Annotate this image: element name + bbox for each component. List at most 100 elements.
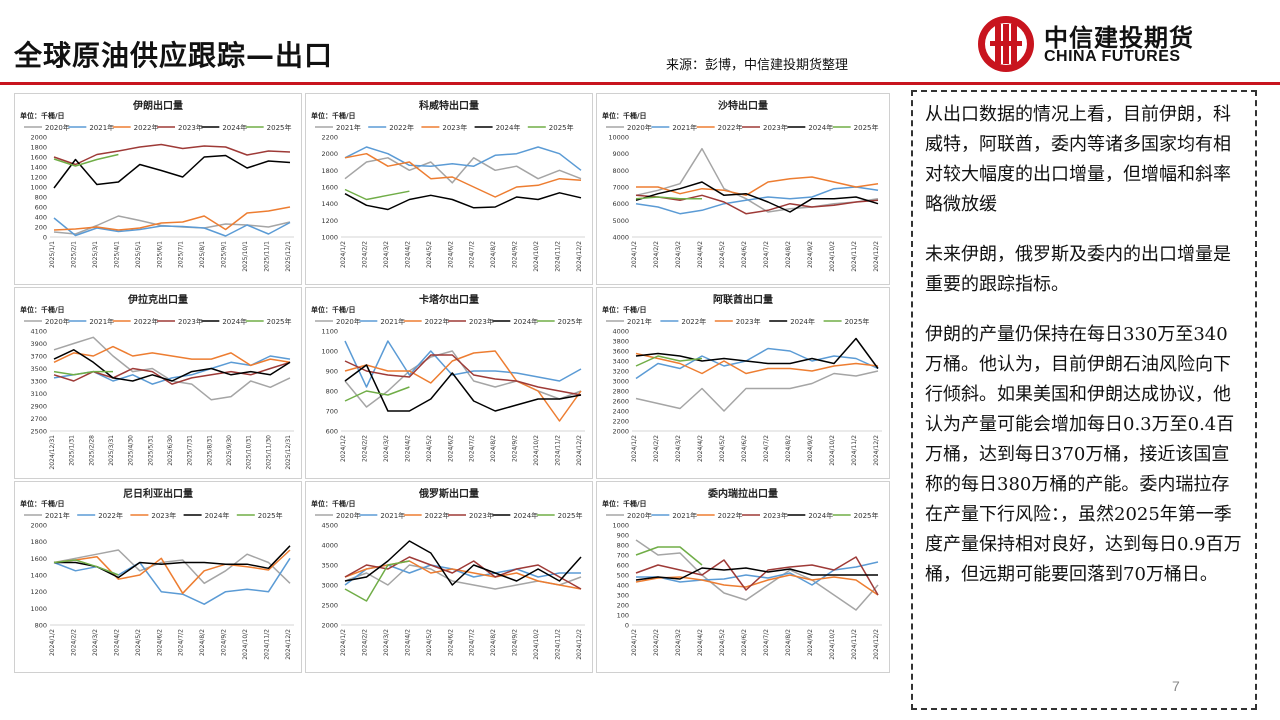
chart-frame [14, 93, 302, 285]
y-tick-label: 0 [43, 234, 47, 242]
x-tick-label: 2024/1/2 [340, 629, 347, 656]
x-tick-label: 2024/9/2 [807, 435, 814, 462]
y-tick-label: 3700 [30, 353, 47, 361]
x-tick-label: 2024/5/2 [426, 435, 433, 462]
chart-unit-label: 单位：千桶/日 [602, 305, 647, 314]
y-tick-label: 3400 [612, 358, 629, 366]
legend-label: 2024年 [205, 511, 230, 520]
legend-label: 2025年 [558, 511, 583, 520]
y-tick-label: 3600 [612, 348, 629, 356]
x-tick-label: 2024/4/2 [697, 629, 704, 656]
y-tick-label: 700 [326, 408, 338, 416]
commentary-paragraph: 从出口数据的情况上看，目前伊朗，科威特，阿联酋，委内等诸多国家均有相对较大幅度的… [925, 104, 1231, 215]
y-tick-label: 3000 [612, 378, 629, 386]
export-chart: 伊拉克出口量 单位：千桶/日 2020年 2021年 2022年 2023年 2024年 20… [14, 287, 302, 479]
y-tick-label: 1600 [30, 555, 47, 563]
series-line [53, 549, 291, 595]
legend-label: 2023年 [178, 317, 203, 326]
legend-label: 2020年 [627, 511, 652, 520]
x-tick-label: 2024/8/2 [490, 629, 497, 656]
x-tick-label: 2024/11/2 [555, 629, 562, 660]
series-line [53, 206, 291, 231]
y-tick-label: 1200 [321, 217, 338, 225]
series-line [344, 157, 582, 184]
x-tick-label: 2024/9/2 [807, 629, 814, 656]
legend-label: 2023年 [151, 511, 176, 520]
series-line [635, 352, 879, 375]
commentary-paragraph: 伊朗的产量仍保持在每日330万至340万桶。他认为，目前伊朗石油风险向下行倾斜。… [925, 324, 1242, 585]
x-tick-label: 2025/10/1 [242, 241, 249, 272]
brand-name-en: CHINA FUTURES [1044, 48, 1181, 65]
x-tick-label: 2024/1/2 [49, 629, 56, 656]
chart-unit-label: 单位：千桶/日 [311, 111, 356, 120]
y-tick-label: 1000 [30, 184, 47, 192]
x-tick-label: 2024/1/2 [340, 435, 347, 462]
chart-title: 伊拉克出口量 [127, 293, 188, 306]
legend-label: 2021年 [380, 511, 405, 520]
legend-label: 2024年 [808, 123, 833, 132]
y-tick-label: 1600 [321, 184, 338, 192]
commentary-paragraph: 未来伊朗，俄罗斯及委内的出口增量是重要的跟踪指标。 [925, 244, 1231, 295]
chart-frame [596, 287, 890, 479]
y-tick-label: 1000 [30, 605, 47, 613]
legend-label: 2024年 [222, 123, 247, 132]
chart-unit-label: 单位：千桶/日 [602, 499, 647, 508]
export-chart: 俄罗斯出口量 单位：千桶/日 2020年 2021年 2022年 2023年 2024年 20… [305, 481, 593, 673]
y-tick-label: 1000 [612, 522, 629, 530]
chart-title: 俄罗斯出口量 [418, 487, 479, 500]
x-tick-label: 2024/6/2 [447, 241, 454, 268]
x-tick-label: 2024/4/2 [113, 629, 120, 656]
y-tick-label: 2500 [30, 428, 47, 436]
series-line [635, 196, 702, 200]
source-note: 来源：彭博，中信建投期货整理 [666, 58, 849, 73]
x-tick-label: 2024/9/2 [512, 435, 519, 462]
x-tick-label: 2024/5/2 [719, 629, 726, 656]
y-tick-label: 1200 [30, 588, 47, 596]
x-tick-label: 2024/10/2 [829, 241, 836, 272]
x-tick-label: 2024/6/2 [447, 629, 454, 656]
legend-label: 2021年 [45, 511, 70, 520]
legend-label: 2023年 [442, 123, 467, 132]
chart-title: 伊朗出口量 [132, 99, 183, 112]
legend-label: 2021年 [672, 123, 697, 132]
y-tick-label: 100 [617, 612, 629, 620]
x-tick-label: 2024/7/2 [469, 435, 476, 462]
x-tick-label: 2024/3/2 [675, 629, 682, 656]
series-line [635, 556, 879, 596]
series-line [635, 194, 879, 215]
y-tick-label: 1100 [321, 328, 338, 336]
y-tick-label: 1200 [30, 174, 47, 182]
legend-label: 2025年 [267, 123, 292, 132]
x-tick-label: 2025/9/1 [221, 241, 228, 268]
legend-label: 2024年 [513, 317, 538, 326]
legend-label: 2021年 [89, 123, 114, 132]
legend-label: 2022年 [134, 317, 159, 326]
x-tick-label: 2025/11/30 [265, 435, 272, 470]
x-tick-label: 2024/4/2 [404, 241, 411, 268]
legend-label: 2023年 [763, 511, 788, 520]
y-tick-label: 5000 [612, 217, 629, 225]
x-tick-label: 2024/6/2 [741, 435, 748, 462]
y-tick-label: 4000 [321, 542, 338, 550]
y-tick-label: 4500 [321, 522, 338, 530]
page-title: 全球原油供应跟踪—出口 [14, 39, 334, 72]
series-line [344, 146, 582, 171]
x-tick-label: 2024/2/2 [653, 435, 660, 462]
series-line [635, 347, 879, 380]
series-line [53, 549, 291, 585]
legend-label: 2023年 [469, 317, 494, 326]
x-tick-label: 2025/6/30 [167, 435, 174, 466]
series-line [344, 364, 582, 412]
y-tick-label: 2800 [612, 388, 629, 396]
export-chart: 科威特出口量 单位：千桶/日 2021年 2022年 2023年 2024年 2025年 10… [305, 93, 593, 285]
x-tick-label: 2024/3/2 [383, 435, 390, 462]
legend-label: 2020年 [336, 511, 361, 520]
header-divider [0, 82, 1280, 85]
legend-label: 2024年 [808, 511, 833, 520]
chart-unit-label: 单位：千桶/日 [20, 111, 65, 120]
x-tick-label: 2024/8/2 [785, 629, 792, 656]
chart-frame [305, 93, 593, 285]
chart-title: 卡塔尔出口量 [419, 293, 479, 306]
